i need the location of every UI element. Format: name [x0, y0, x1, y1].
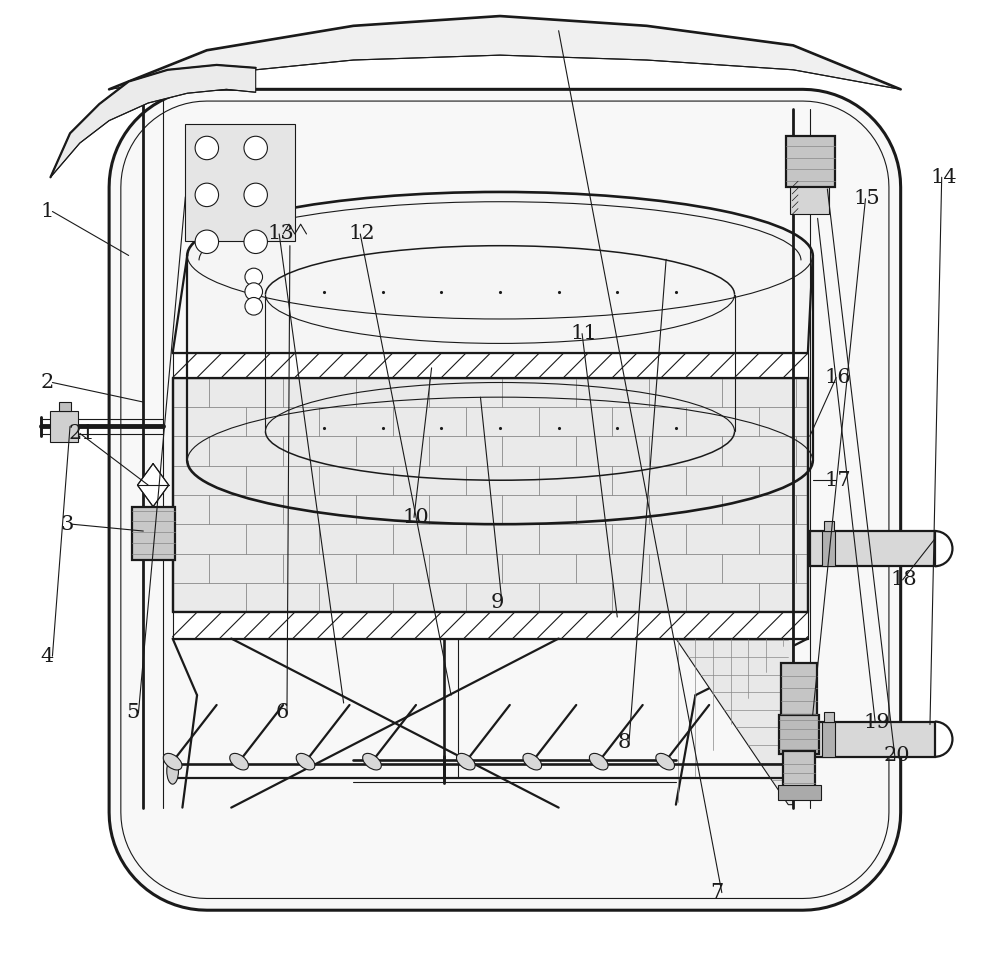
- Circle shape: [244, 183, 267, 207]
- Text: 18: 18: [891, 570, 918, 589]
- Circle shape: [195, 136, 219, 160]
- Ellipse shape: [230, 754, 248, 770]
- Text: 5: 5: [127, 704, 140, 722]
- Bar: [790, 187, 829, 215]
- Text: 13: 13: [267, 224, 294, 243]
- Circle shape: [245, 269, 263, 286]
- Polygon shape: [676, 639, 793, 805]
- Text: 17: 17: [824, 470, 851, 490]
- Bar: [59, 402, 71, 411]
- Bar: [132, 507, 175, 561]
- Ellipse shape: [296, 754, 315, 770]
- Text: 4: 4: [41, 647, 54, 665]
- Polygon shape: [173, 353, 808, 377]
- Bar: [50, 411, 78, 442]
- Ellipse shape: [523, 754, 542, 770]
- Bar: [779, 714, 819, 754]
- Circle shape: [245, 298, 263, 316]
- Circle shape: [244, 230, 267, 254]
- Bar: [786, 136, 835, 187]
- Circle shape: [195, 183, 219, 207]
- Polygon shape: [137, 464, 169, 507]
- Text: 3: 3: [60, 514, 74, 534]
- Bar: [810, 721, 935, 757]
- Polygon shape: [50, 65, 256, 177]
- Text: 14: 14: [930, 168, 957, 187]
- Bar: [810, 531, 935, 566]
- Text: 10: 10: [402, 508, 429, 527]
- Bar: [824, 521, 834, 531]
- Circle shape: [244, 136, 267, 160]
- Bar: [781, 662, 817, 719]
- Polygon shape: [109, 16, 901, 89]
- Polygon shape: [173, 377, 808, 612]
- Text: 16: 16: [824, 368, 851, 387]
- Text: 6: 6: [275, 704, 288, 722]
- Ellipse shape: [363, 754, 381, 770]
- Bar: [185, 123, 295, 241]
- Text: 19: 19: [864, 713, 890, 732]
- Ellipse shape: [163, 754, 182, 770]
- Bar: [824, 711, 834, 721]
- Text: 20: 20: [883, 747, 910, 765]
- Text: 8: 8: [617, 733, 631, 752]
- Circle shape: [195, 230, 219, 254]
- Ellipse shape: [167, 758, 178, 784]
- Ellipse shape: [589, 754, 608, 770]
- Polygon shape: [173, 612, 808, 639]
- Bar: [822, 531, 835, 566]
- Text: 9: 9: [490, 593, 504, 612]
- Polygon shape: [187, 192, 813, 524]
- Circle shape: [245, 283, 263, 301]
- Text: 1: 1: [41, 202, 54, 221]
- Ellipse shape: [656, 754, 674, 770]
- Bar: [822, 721, 835, 757]
- Text: 12: 12: [349, 224, 375, 243]
- Text: 7: 7: [710, 883, 723, 903]
- Bar: [778, 785, 821, 800]
- Text: 2: 2: [41, 373, 54, 392]
- Text: 11: 11: [570, 324, 597, 343]
- Polygon shape: [109, 89, 901, 910]
- Text: 21: 21: [68, 423, 95, 443]
- Ellipse shape: [456, 754, 475, 770]
- Ellipse shape: [787, 758, 799, 784]
- Bar: [783, 751, 815, 788]
- Text: 15: 15: [854, 189, 880, 209]
